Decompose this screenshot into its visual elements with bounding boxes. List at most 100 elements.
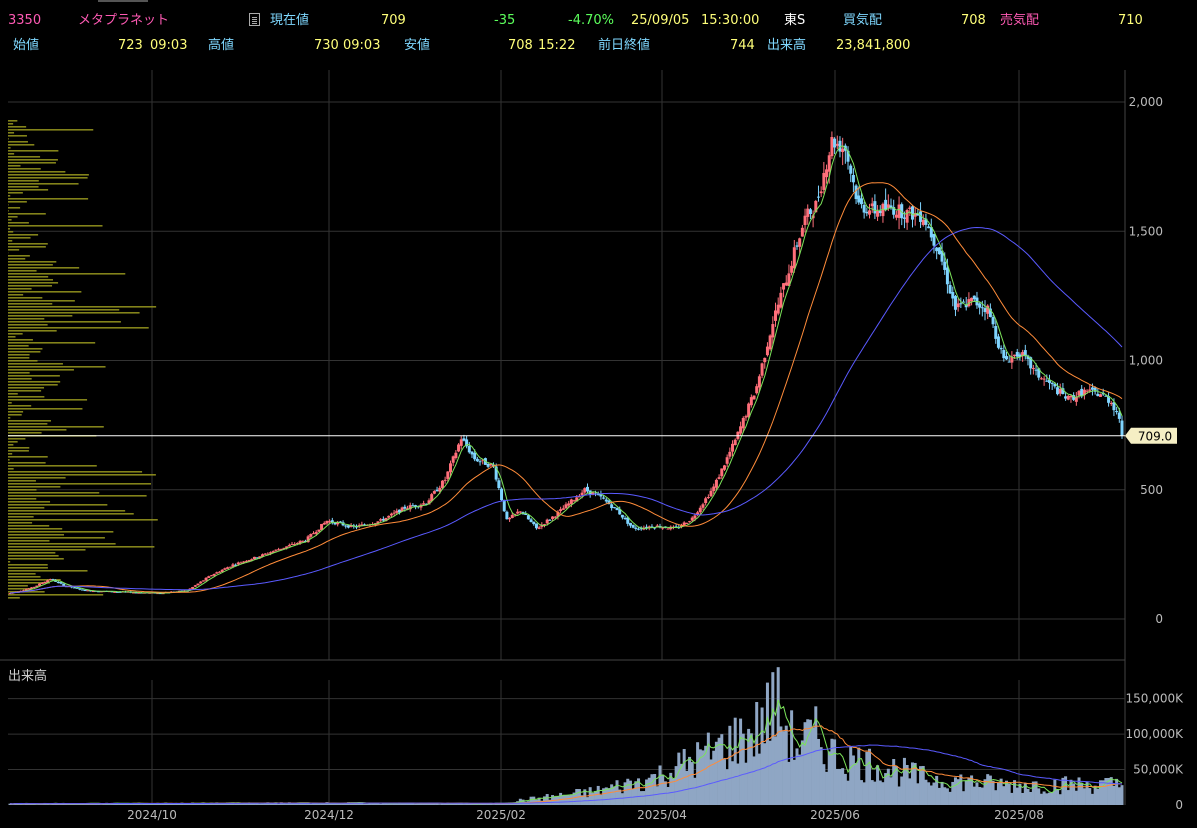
ma-mid-line [9,182,1123,594]
candle-body [639,528,643,530]
volume-bar [714,741,718,805]
profile-bar [8,480,36,482]
profile-bar [8,414,22,416]
volume-bar [696,742,700,805]
candle-body [862,204,866,213]
volume-bar [234,803,238,805]
candle-body [739,426,743,434]
candle-body [247,560,251,562]
volume-bar [607,788,611,805]
candle-body [234,564,238,566]
candle-body [876,210,880,217]
volume-bar [833,739,837,805]
profile-bar [8,423,48,425]
candle-body [650,526,654,528]
profile-bar [8,180,39,182]
candle-body [628,522,632,526]
candle-body [790,265,794,273]
profile-bar [8,576,41,578]
candle-body [986,305,990,314]
candle-body [959,303,963,305]
candle-body [580,492,584,496]
candle-body [886,204,890,208]
profile-bar [8,426,104,428]
volume-bar [478,803,482,805]
volume-bar [927,782,931,805]
candle-body [612,507,616,509]
volume-bar [330,803,334,805]
candle-body [808,209,812,215]
profile-bar [8,312,140,314]
ask-label: 売気配 [1000,13,1040,28]
candle-body [524,513,528,516]
candle-body [263,553,267,555]
volume-bar [690,762,694,805]
profile-bar [8,534,64,536]
candle-body [585,486,589,492]
candle-body [239,562,243,564]
volume-bar [661,774,665,805]
volume-bar [309,803,313,805]
profile-bar [8,573,36,575]
volume-bar [123,803,127,805]
stock-name[interactable]: メタプラネット [78,13,170,28]
volume-bar [757,753,761,805]
volume-bar [62,803,66,805]
volume-bar [38,804,42,805]
volume-bar [1031,781,1035,805]
profile-bar [8,300,75,302]
volume-bar [320,803,324,805]
volume-bar [239,803,243,805]
candle-body [838,140,842,152]
volume-bar [298,802,302,805]
volume-bar [70,803,74,805]
volume-bar [1074,790,1078,805]
candle-body [596,494,600,496]
candle-body [970,297,974,302]
candle-body [948,285,952,294]
volume-bar [776,667,780,805]
candle-body [1117,412,1121,419]
candle-body [199,581,203,584]
candle-body [274,549,278,551]
volume-bar [951,781,955,805]
candle-body [1061,388,1065,394]
volume-bar [902,757,906,805]
candle-body [35,585,39,587]
date-tick-label: 2025/04 [637,808,687,822]
candle-body [972,295,976,300]
candle-body [763,357,767,363]
candle-body [500,488,504,501]
document-icon[interactable] [249,13,260,26]
candle-body [250,559,254,561]
candles[interactable] [8,131,1124,595]
volume-bar [440,803,444,805]
volume-bar [497,803,501,805]
candle-body [223,568,227,570]
volume-bar [814,706,818,805]
candle-body [24,589,28,591]
volume-bar [166,803,170,805]
volume-bar [865,751,869,805]
candle-body [749,397,753,406]
candle-body [424,503,428,505]
candle-body [220,569,224,573]
profile-bar [8,330,57,332]
profile-bar [8,237,31,239]
candle-body [1045,380,1049,382]
candle-body [714,479,718,488]
volume-bar [51,803,55,805]
volume-bar [40,803,44,805]
candle-body [301,540,305,542]
candle-body [360,524,364,527]
candle-body [747,403,751,417]
candle-body [118,591,122,593]
profile-bar [8,471,143,473]
profile-bar [8,174,89,176]
candle-body [910,206,914,220]
volume-bar [620,793,624,805]
candle-body [438,487,442,492]
volume-bar [618,789,622,805]
profile-bar [8,570,88,572]
